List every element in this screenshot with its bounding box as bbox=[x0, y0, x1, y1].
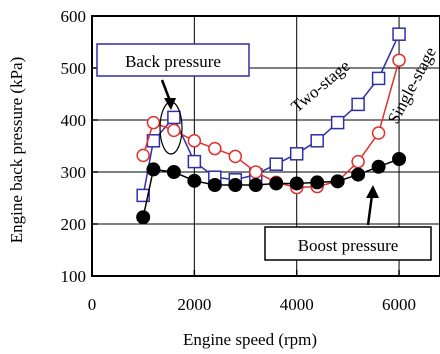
data-point bbox=[371, 126, 386, 140]
x-tick-label: 6000 bbox=[382, 295, 416, 314]
two-stage-label: Two-stage bbox=[287, 56, 353, 116]
data-point bbox=[228, 149, 243, 164]
data-point bbox=[371, 159, 386, 174]
data-point bbox=[248, 178, 263, 192]
data-point bbox=[136, 188, 150, 203]
y-axis: 100 200 300 400 500 600 bbox=[61, 7, 98, 286]
plot-frame bbox=[91, 15, 440, 277]
data-point bbox=[207, 178, 222, 192]
y-axis-label: Engine back pressure (kPa) bbox=[7, 57, 26, 243]
data-point bbox=[136, 148, 150, 163]
y-tick-label: 100 bbox=[61, 267, 87, 286]
back-pressure-pointer bbox=[160, 79, 172, 102]
data-point bbox=[187, 173, 202, 188]
data-point bbox=[392, 152, 407, 166]
x-axis-label: Engine speed (rpm) bbox=[183, 330, 317, 349]
x-tick-label: 4000 bbox=[280, 295, 314, 314]
boost-pressure-label: Boost pressure bbox=[298, 236, 399, 255]
boost-pressure-pointer bbox=[366, 194, 374, 226]
data-point bbox=[371, 71, 386, 86]
data-point bbox=[289, 147, 304, 161]
back-pressure-label: Back pressure bbox=[125, 52, 221, 71]
y-tick-label: 400 bbox=[61, 111, 87, 130]
y-tick-label: 600 bbox=[61, 7, 87, 26]
back-pressure-label-box bbox=[96, 43, 250, 77]
series-layer bbox=[136, 27, 407, 225]
data-point bbox=[146, 162, 161, 177]
data-point bbox=[187, 134, 202, 148]
back-pressure-arrowhead bbox=[164, 98, 176, 110]
data-point bbox=[228, 178, 243, 192]
data-point bbox=[136, 210, 151, 225]
data-point bbox=[310, 175, 325, 190]
x-axis: 0 2000 4000 6000 bbox=[88, 270, 416, 314]
data-point bbox=[351, 97, 365, 112]
data-point bbox=[330, 174, 345, 189]
y-tick-label: 500 bbox=[61, 59, 87, 78]
data-point bbox=[187, 154, 202, 169]
data-point bbox=[269, 157, 283, 171]
data-point bbox=[208, 141, 222, 156]
data-point bbox=[166, 165, 181, 179]
y-tick-label: 200 bbox=[61, 215, 87, 234]
data-point bbox=[249, 165, 263, 179]
data-point bbox=[392, 27, 406, 41]
data-point bbox=[269, 176, 284, 191]
data-point bbox=[289, 176, 304, 191]
data-point bbox=[310, 134, 324, 148]
x-tick-label: 0 bbox=[88, 295, 97, 314]
series-boost-pressure bbox=[136, 152, 407, 225]
boost-pressure-label-box bbox=[264, 226, 432, 261]
x-tick-label: 2000 bbox=[177, 295, 211, 314]
boost-pressure-arrowhead bbox=[366, 185, 379, 198]
data-point bbox=[392, 53, 406, 67]
data-point bbox=[167, 110, 181, 125]
data-point bbox=[351, 167, 366, 182]
y-tick-label: 300 bbox=[61, 163, 87, 182]
data-point bbox=[351, 154, 365, 169]
data-point bbox=[146, 115, 161, 130]
data-point bbox=[330, 115, 345, 130]
data-point bbox=[167, 123, 181, 138]
